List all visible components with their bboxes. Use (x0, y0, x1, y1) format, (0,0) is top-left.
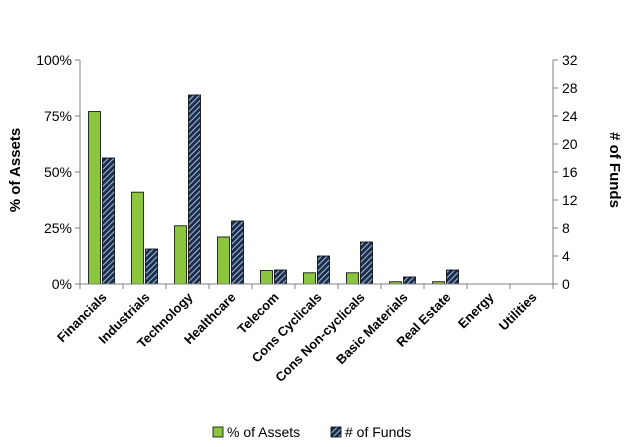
right-tick-label: 12 (562, 192, 578, 208)
category-label: Energy (455, 289, 497, 331)
bar-funds-3 (231, 220, 244, 285)
left-axis-ticks: 0% 25% 50% 75% 100% (36, 52, 80, 292)
left-tick-label: 75% (44, 108, 72, 124)
bar-assets-5 (303, 272, 316, 285)
right-tick-label: 16 (562, 164, 578, 180)
left-axis-title: % of Assets (7, 128, 24, 212)
bar-assets-4 (260, 270, 273, 285)
right-axis-ticks: 0 4 8 12 16 20 24 28 32 (553, 52, 578, 292)
bar-assets-1 (131, 191, 144, 285)
legend: % of Assets # of Funds (212, 424, 411, 440)
bar-funds-6 (360, 241, 373, 285)
bar-funds-2 (188, 94, 201, 285)
right-tick-label: 28 (562, 80, 578, 96)
legend-label-assets: % of Assets (227, 424, 300, 440)
left-tick-label: 25% (44, 220, 72, 236)
bar-assets-6 (346, 272, 359, 285)
left-tick-label: 100% (36, 52, 72, 68)
legend-label-funds: # of Funds (345, 424, 411, 440)
right-tick-label: 0 (562, 276, 570, 292)
legend-swatch-assets (212, 426, 224, 438)
bar-funds-4 (274, 269, 287, 285)
right-tick-label: 4 (562, 248, 570, 264)
category-label: Utilities (496, 290, 540, 334)
right-tick-label: 20 (562, 136, 578, 152)
right-tick-label: 8 (562, 220, 570, 236)
legend-swatch-funds (330, 426, 342, 438)
bar-funds-7 (403, 276, 416, 285)
bar-assets-2 (174, 225, 187, 285)
bar-assets-3 (217, 236, 230, 285)
bar-assets-0 (88, 111, 101, 285)
bar-funds-5 (317, 255, 330, 285)
right-tick-label: 24 (562, 108, 578, 124)
right-axis-title: # of Funds (606, 132, 623, 208)
bar-funds-8 (446, 269, 459, 285)
right-tick-label: 32 (562, 52, 578, 68)
bar-funds-0 (102, 157, 115, 285)
left-tick-label: 0% (52, 276, 72, 292)
bars-group (88, 94, 459, 285)
category-labels: FinancialsIndustrialsTechnologyHealthcar… (54, 289, 540, 385)
left-tick-label: 50% (44, 164, 72, 180)
bar-funds-1 (145, 248, 158, 285)
